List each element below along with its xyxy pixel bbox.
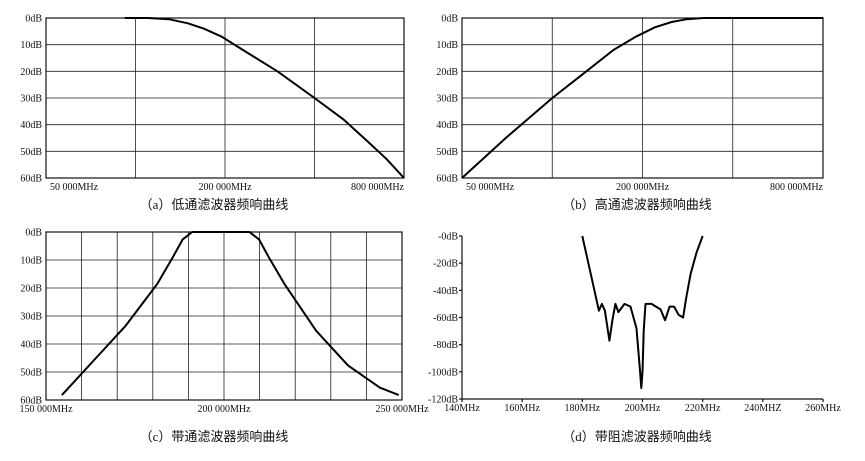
bandstop-chart: -0dB -20dB -40dB -60dB -80dB -100dB -120dB140M…	[428, 232, 841, 445]
bandpass-y-tick-label: 60dB	[20, 396, 42, 407]
lowpass-y-tick-label: 10dB	[20, 40, 42, 51]
highpass-chart: 0dB 10dB 20dB 30dB 40dB 50dB 60dB 50 000MHz 200 …	[436, 14, 824, 212]
bandstop-y-tick-label: -0dB	[438, 232, 458, 243]
bandpass-response-curve	[61, 231, 400, 397]
lowpass-chart: 0dB 10dB 20dB 30dB 40dB 50dB 60dB 50 000MHz 200 …	[20, 14, 405, 212]
bandpass-y-tick-label: 0dB	[25, 228, 42, 239]
highpass-y-tick-label: 0dB	[441, 14, 458, 25]
highpass-y-tick-label: 20dB	[436, 67, 458, 78]
bandpass-caption: （c）带通滤波器频响曲线	[140, 429, 289, 444]
lowpass-x-tick-label: 200 000MHz	[198, 182, 252, 193]
bandstop-x-tick-label: 200MHz	[625, 403, 661, 414]
highpass-y-tick-label: 40dB	[436, 120, 458, 131]
highpass-x-tick-label: 200 000MHz	[616, 182, 670, 193]
bandpass-y-tick-label: 10dB	[20, 256, 42, 267]
lowpass-y-tick-label: 0dB	[25, 14, 42, 25]
bandstop-x-tick-label: 240MHZ	[744, 403, 781, 414]
lowpass-y-tick-label: 40dB	[20, 120, 42, 131]
bandstop-caption: （d）带阻滤波器频响曲线	[562, 429, 712, 444]
highpass-y-tick-label: 30dB	[436, 94, 458, 105]
bandstop-x-tick-label: 160MHz	[504, 403, 540, 414]
bandstop-x-tick-label: 220MHz	[685, 403, 721, 414]
bandstop-x-tick-label: 140MHz	[444, 403, 480, 414]
highpass-x-tick-label: 800 000MHz	[770, 182, 824, 193]
bandpass-x-tick-label: 250 000MHz	[375, 404, 429, 415]
lowpass-y-tick-label: 30dB	[20, 94, 42, 105]
highpass-y-tick-label: 60dB	[436, 174, 458, 185]
bandpass-y-tick-label: 30dB	[20, 312, 42, 323]
bandpass-x-tick-label: 200 000MHz	[197, 404, 251, 415]
highpass-response-curve	[461, 17, 823, 179]
highpass-caption: （b）高通滤波器频响曲线	[562, 197, 712, 212]
bandstop-y-tick-label: -20dB	[433, 259, 458, 270]
highpass-x-tick-label: 50 000MHz	[466, 182, 515, 193]
bandstop-x-tick-label: 180MHz	[565, 403, 601, 414]
bandstop-response-curve	[581, 235, 704, 390]
lowpass-response-curve	[124, 17, 405, 179]
lowpass-x-tick-label: 800 000MHz	[351, 182, 405, 193]
bandstop-y-tick-label: -120dB	[428, 395, 458, 406]
bandstop-y-tick-label: -40dB	[433, 286, 458, 297]
bandpass-y-tick-label: 50dB	[20, 368, 42, 379]
bandstop-y-tick-label: -60dB	[433, 313, 458, 324]
lowpass-plot-frame	[45, 17, 405, 179]
bandstop-y-tick-label: -100dB	[428, 367, 458, 378]
bandpass-y-tick-label: 40dB	[20, 340, 42, 351]
lowpass-y-tick-label: 60dB	[20, 174, 42, 185]
bandpass-x-tick-label: 150 000MHz	[19, 404, 73, 415]
lowpass-y-tick-label: 50dB	[20, 147, 42, 158]
lowpass-caption: （a）低通滤波器频响曲线	[140, 197, 289, 212]
lowpass-x-tick-label: 50 000MHz	[50, 182, 99, 193]
highpass-y-tick-label: 50dB	[436, 147, 458, 158]
highpass-y-tick-label: 10dB	[436, 40, 458, 51]
bandstop-x-tick-label: 260MHz	[805, 403, 841, 414]
bandstop-y-tick-label: -80dB	[433, 340, 458, 351]
lowpass-y-tick-label: 20dB	[20, 67, 42, 78]
highpass-plot-frame	[461, 17, 824, 179]
bandpass-y-tick-label: 20dB	[20, 284, 42, 295]
